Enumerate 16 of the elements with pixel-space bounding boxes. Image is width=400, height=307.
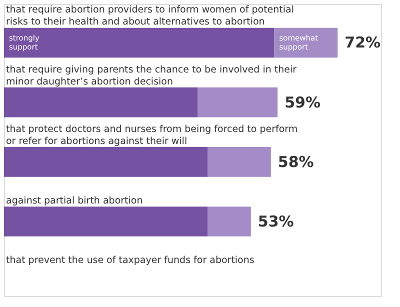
bar [208, 147, 271, 177]
annotation: 59% [284, 93, 320, 112]
bar [4, 87, 198, 118]
bar [198, 87, 278, 118]
y-tick-label: that protect doctors and nurses from being forced to perform or refer for abortions against their will [6, 124, 298, 147]
annotation: 53% [258, 212, 294, 231]
y-tick-label: that require giving parents the chance to be involved in their minor daughter’s abortion decision [6, 64, 297, 88]
text: 72% [344, 34, 381, 52]
bar [4, 28, 274, 58]
y-tick-label: that require abortion providers to inform women of potential risks to their health and about alternatives to abortion [6, 4, 294, 28]
bar [208, 206, 251, 236]
annotation: 58% [278, 152, 314, 171]
y-tick-label: against partial birth abortion [6, 196, 143, 207]
bar [4, 206, 208, 236]
bar [4, 147, 208, 177]
y-tick-label: that prevent the use of taxpayer funds for abortions [6, 255, 254, 266]
